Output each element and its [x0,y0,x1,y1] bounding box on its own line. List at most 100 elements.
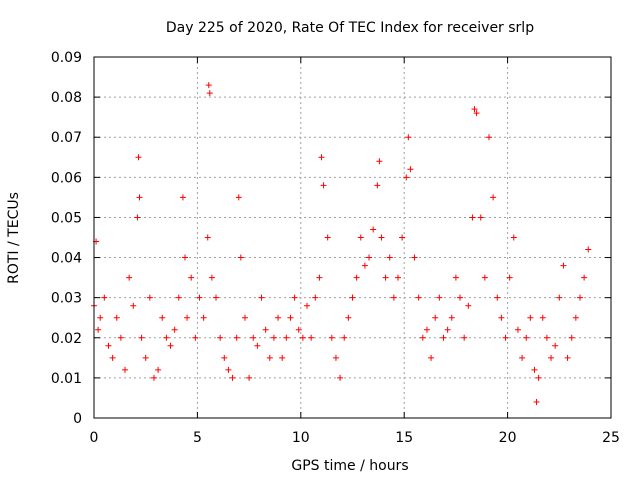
data-point [135,154,142,161]
data-point [432,314,439,321]
data-point [349,294,356,301]
data-point [576,294,583,301]
data-point [206,90,213,97]
y-axis-label: ROTI / TECUs [6,192,22,284]
data-point [229,374,236,381]
data-point [270,334,277,341]
data-point [539,314,546,321]
data-point [556,294,563,301]
data-point [275,314,282,321]
data-point [142,354,149,361]
data-point [337,374,344,381]
data-point [332,354,339,361]
data-point [382,274,389,281]
data-point [316,274,323,281]
data-point [531,366,538,373]
data-point [465,302,472,309]
data-point [473,110,480,117]
data-point [440,334,447,341]
y-tick-label: 0.09 [51,50,82,66]
x-axis-label: GPS time / hours [291,458,408,474]
data-point [411,254,418,261]
data-point [394,274,401,281]
data-point [444,326,451,333]
data-point [117,334,124,341]
data-point [564,354,571,361]
data-point [374,182,381,189]
data-point [196,294,203,301]
data-point [246,374,253,381]
x-tick-label: 15 [395,430,413,446]
data-point [287,314,294,321]
data-point [233,334,240,341]
y-tick-label: 0.04 [51,251,82,267]
data-point [448,314,455,321]
data-point [213,294,220,301]
data-point [184,314,191,321]
data-point [113,314,120,321]
data-point [175,294,182,301]
data-point [527,314,534,321]
data-point [469,214,476,221]
x-tick-label: 10 [292,430,310,446]
data-point [225,366,232,373]
data-point [109,354,116,361]
y-tick-label: 0.06 [51,170,82,186]
data-point [181,254,188,261]
data-point [428,354,435,361]
data-point [572,314,579,321]
data-point [341,334,348,341]
data-point [376,158,383,165]
data-point [452,274,459,281]
data-point [357,234,364,241]
data-point [171,326,178,333]
data-point [221,354,228,361]
data-point [241,314,248,321]
x-axis-ticks: 0 5 10 15 20 25 [90,57,620,446]
data-point [494,294,501,301]
data-point [361,262,368,269]
data-point [136,194,143,201]
data-point [386,254,393,261]
y-tick-label: 0.03 [51,291,82,307]
data-point [122,366,129,373]
data-point [581,274,588,281]
data-point [498,314,505,321]
data-point [179,194,186,201]
data-point [345,314,352,321]
data-point [523,334,530,341]
data-point [146,294,153,301]
data-point [490,194,497,201]
data-point [97,314,104,321]
data-point [155,366,162,373]
data-point [457,294,464,301]
data-point [304,302,311,309]
data-point [471,106,478,113]
data-point [266,354,273,361]
data-point [283,334,290,341]
data-point [258,294,265,301]
data-point [353,274,360,281]
y-axis-ticks: 0 0.01 0.02 0.03 0.04 0.05 0.06 0.07 0.08 0.09 [51,50,611,427]
data-point [328,334,335,341]
data-point [138,334,145,341]
data-point [568,334,575,341]
data-point [543,334,550,341]
data-point [312,294,319,301]
data-point [481,274,488,281]
chart-title: Day 225 of 2020, Rate Of TEC Index for r… [166,20,534,36]
data-point [308,334,315,341]
x-tick-label: 25 [602,430,620,446]
data-point [262,326,269,333]
data-point [254,342,261,349]
data-point [134,214,141,221]
data-point [436,294,443,301]
data-point [533,398,540,405]
data-point [407,166,414,173]
data-point [205,82,212,89]
data-point [378,234,385,241]
data-point [237,254,244,261]
data-point [405,134,412,141]
data-point [192,334,199,341]
